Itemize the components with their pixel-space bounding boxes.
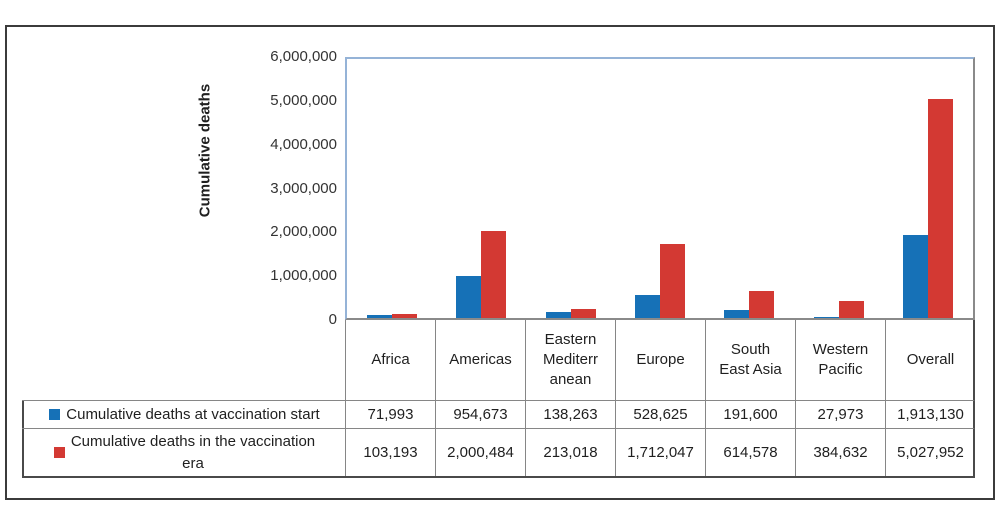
legend-label-cell: Cumulative deaths in the vaccination era (22, 429, 345, 476)
y-tick-label: 3,000,000 (270, 179, 337, 197)
bar-series-2 (481, 231, 507, 318)
y-tick-label: 2,000,000 (270, 223, 337, 241)
value-cell: 384,632 (795, 429, 885, 476)
category-header-cell: Western Pacific (795, 320, 885, 400)
bar-series-2 (570, 309, 596, 318)
value-cell: 71,993 (345, 401, 435, 428)
bar-group (436, 59, 525, 318)
category-header-cell: Europe (615, 320, 705, 400)
bar-series-1 (366, 315, 392, 318)
y-tick-label: 1,000,000 (270, 267, 337, 285)
bar-series-2 (928, 99, 954, 318)
legend-key-red-icon (53, 447, 65, 458)
legend-label-cell: Cumulative deaths at vaccination start (22, 401, 345, 428)
value-cell: 27,973 (795, 401, 885, 428)
y-axis-title: Cumulative deaths (196, 83, 214, 218)
value-cell: 1,712,047 (615, 429, 705, 476)
table-row: Cumulative deaths at vaccination start 71… (22, 400, 975, 428)
bar-series-1 (813, 317, 839, 318)
value-cell: 954,673 (435, 401, 525, 428)
bar-series-1 (545, 312, 571, 318)
category-header-cell: Americas (435, 320, 525, 400)
bar-group (526, 59, 615, 318)
category-header-cell: Eastern Mediterr anean (525, 320, 615, 400)
bar-group (705, 59, 794, 318)
value-cell: 1,913,130 (885, 401, 975, 428)
category-header-cell: Overall (885, 320, 975, 400)
value-cell: 5,027,952 (885, 429, 975, 476)
legend-key-blue-icon (49, 409, 61, 420)
category-header-cell: Africa (345, 320, 435, 400)
bar-series-2 (749, 291, 775, 318)
value-cell: 2,000,484 (435, 429, 525, 476)
bar-series-2 (391, 314, 417, 318)
category-header-cell: South East Asia (705, 320, 795, 400)
bar-group (615, 59, 704, 318)
bar-group (794, 59, 883, 318)
bar-group (347, 59, 436, 318)
bar-series-1 (634, 295, 660, 318)
y-tick-label: 6,000,000 (270, 48, 337, 65)
value-cell: 191,600 (705, 401, 795, 428)
bar-series-2 (659, 244, 685, 318)
legend-label-text: Cumulative deaths in the vaccination era (70, 432, 316, 472)
bar-series-2 (838, 301, 864, 318)
legend-label-text: Cumulative deaths at vaccination start (66, 405, 320, 423)
y-tick-label: 4,000,000 (270, 135, 337, 153)
bar-series-1 (456, 276, 482, 318)
value-cell: 213,018 (525, 429, 615, 476)
bars-container (347, 59, 973, 318)
value-cell: 103,193 (345, 429, 435, 476)
table-row: Cumulative deaths in the vaccination era… (22, 428, 975, 478)
y-tick-label: 0 (328, 311, 337, 328)
y-tick-label: 5,000,000 (270, 91, 337, 109)
bar-series-1 (903, 235, 929, 318)
category-header-row: Africa Americas Eastern Mediterr anean Euro… (345, 320, 975, 400)
value-cell: 528,625 (615, 401, 705, 428)
plot-area (345, 57, 975, 320)
bar-group (884, 59, 973, 318)
value-cell: 138,263 (525, 401, 615, 428)
bar-series-1 (724, 310, 750, 318)
value-cell: 614,578 (705, 429, 795, 476)
